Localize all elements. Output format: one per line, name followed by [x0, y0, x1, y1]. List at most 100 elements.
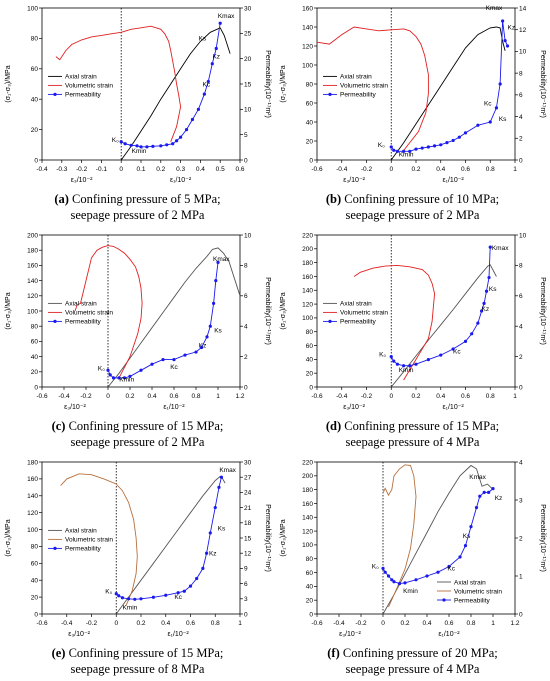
- x-axis-label-left: ε₃/10⁻²: [64, 404, 86, 411]
- series-permeability-point: [202, 92, 206, 96]
- series-permeability-point: [463, 339, 468, 343]
- y-tick-label: 200: [302, 246, 313, 253]
- y-right-tick-label: 30: [244, 5, 252, 12]
- series-axial-strain-line: [390, 264, 497, 388]
- x-axis-label-left: ε₃/10⁻²: [343, 177, 365, 184]
- y-right-tick-label: 6: [519, 293, 523, 300]
- series-permeability-point: [383, 570, 387, 574]
- series-permeability-point: [214, 46, 218, 51]
- x-tick-label: 0.8: [486, 166, 495, 173]
- annotation-label: Kz: [482, 306, 490, 313]
- x-tick-label: 0.4: [436, 166, 445, 173]
- x-tick-label: 0.6: [461, 166, 470, 173]
- x-tick-label: -0.2: [80, 393, 92, 400]
- x-tick-label: -0.2: [76, 166, 88, 173]
- annotation-label: K₀: [379, 352, 386, 359]
- series-permeability-point: [463, 544, 468, 548]
- series-permeability-point: [201, 566, 205, 570]
- y-tick-label: 60: [306, 100, 314, 107]
- x-axis-label-right: ε₁/10⁻²: [163, 404, 185, 411]
- series-volumetric-strain-line: [382, 464, 417, 608]
- x-tick-label: -0.4: [36, 166, 48, 173]
- x-tick-label: -0.6: [36, 620, 48, 627]
- series-permeability-point: [389, 355, 393, 359]
- caption-line1-f: Confining pressure of 20 MPa;: [342, 646, 498, 660]
- x-tick-label: 1.2: [235, 393, 244, 400]
- annotation-label: Kmin: [122, 604, 137, 611]
- caption-d: (d) Confining pressure of 15 MPa; seepag…: [275, 418, 550, 450]
- series-permeability-point: [150, 362, 154, 366]
- series-permeability-point: [117, 594, 121, 598]
- legend-label: Axial strain: [65, 301, 97, 308]
- series-permeability-point: [128, 374, 132, 378]
- annotation-label: Kmax: [213, 256, 230, 263]
- series-permeability-point: [117, 376, 121, 380]
- series-permeability-point: [478, 494, 482, 498]
- series-volumetric-strain-line: [353, 264, 436, 381]
- y-tick-label: 80: [306, 556, 314, 563]
- series-permeability-point: [176, 591, 180, 595]
- y-right-tick-label: 14: [519, 5, 527, 12]
- series-permeability-point: [183, 353, 187, 357]
- annotation-label: Kz: [495, 495, 503, 502]
- annotation-label: Kmin: [403, 588, 418, 595]
- caption-tag-e: (e): [51, 646, 66, 660]
- panel-c: -0.6 -0.4 -0.2 0 0.2 0.4 0.6 0.8 1 1.2 0 20 40 60 80 10…: [0, 227, 275, 454]
- series-permeability-point: [439, 353, 443, 357]
- annotation-label: Kmax: [219, 467, 236, 474]
- panel-e: -0.6 -0.4 -0.2 0 0.2 0.4 0.6 0.8 1 0 20 40 60 80 100 12…: [0, 454, 275, 681]
- x-tick-label: -0.4: [61, 620, 73, 627]
- y-right-tick-label: 2: [519, 136, 523, 143]
- x-tick-label: 0.8: [191, 393, 200, 400]
- x-tick-label: 0.4: [161, 620, 170, 627]
- y-right-tick-label: 0: [244, 384, 248, 391]
- series-permeability-point: [470, 332, 474, 336]
- x-tick-label: 0: [114, 620, 118, 627]
- legend-label: Volumetric strain: [454, 588, 502, 595]
- y-tick-label: 100: [302, 62, 313, 69]
- series-permeability-point: [436, 570, 440, 574]
- y-tick-label: 160: [27, 476, 38, 483]
- legend-label: Permeability: [340, 319, 377, 326]
- y-right-tick-label: 0: [519, 157, 523, 164]
- series-axial-strain-line: [390, 26, 506, 161]
- series-permeability-point: [120, 596, 125, 600]
- x-tick-label: -0.6: [311, 393, 323, 400]
- annotation-label: Kz: [212, 54, 220, 61]
- series-permeability-point: [463, 131, 468, 135]
- series-permeability-point: [129, 143, 133, 147]
- y-right-tick-label: 6: [244, 581, 248, 588]
- x-tick-label: -0.2: [355, 620, 367, 627]
- y-right-tick-label: 4: [519, 324, 523, 331]
- series-permeability-point: [139, 597, 143, 601]
- y-right-tick-label: 1: [519, 573, 523, 580]
- caption-f: (f) Confining pressure of 20 MPa; seepag…: [275, 645, 550, 677]
- chart-f: -0.6 -0.4 -0.2 0 0.2 0.4 0.6 0.8 1 1.202040608010…: [280, 459, 546, 638]
- series-permeability-point: [216, 260, 220, 264]
- series-permeability-line: [390, 20, 509, 152]
- annotation-label: Kc: [453, 349, 461, 356]
- y-tick-label: 20: [31, 594, 39, 601]
- series-permeability-point: [171, 142, 175, 146]
- caption-line2-e: seepage pressure of 8 MPa: [70, 662, 205, 676]
- x-tick-label: 0.6: [186, 620, 195, 627]
- caption-tag-a: (a): [54, 192, 69, 206]
- y-tick-label: 140: [27, 493, 38, 500]
- legend-marker: [328, 92, 332, 96]
- annotation-label: Kz: [209, 551, 217, 558]
- annotation-label: K₀: [372, 563, 379, 570]
- series-permeability-point: [392, 580, 396, 584]
- caption-line1-b: Confining pressure of 10 MPa;: [344, 192, 500, 206]
- y-tick-label: 220: [302, 232, 313, 239]
- annotation-label: K₀: [105, 589, 112, 596]
- series-permeability-point: [135, 144, 139, 148]
- series-permeability-point: [414, 578, 418, 582]
- y-tick-label: 160: [302, 5, 313, 12]
- legend-label: Permeability: [340, 92, 377, 99]
- y-right-tick-label: 15: [244, 535, 252, 542]
- series-permeability-point: [219, 475, 224, 479]
- y-right-tick-label: 2: [244, 354, 248, 361]
- y-right-tick-label: 0: [519, 384, 523, 391]
- series-permeability-point: [408, 364, 412, 368]
- y-right-tick-label: 10: [244, 232, 252, 239]
